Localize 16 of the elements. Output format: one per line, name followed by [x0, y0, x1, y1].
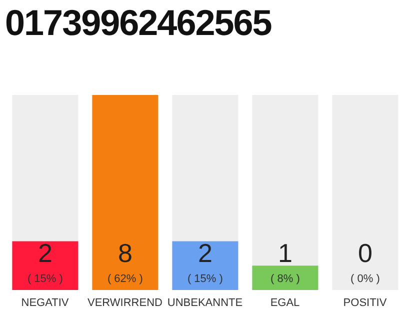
data-label: 0	[358, 238, 372, 268]
annotation: ( 0% )	[350, 273, 380, 285]
annotation: ( 62% )	[107, 273, 143, 285]
x-tick-label: EGAL	[270, 296, 300, 309]
data-label: 8	[118, 238, 132, 268]
x-tick-label: NEGATIV	[21, 296, 70, 309]
data-label: 2	[38, 238, 52, 268]
annotation: ( 8% )	[270, 273, 300, 285]
x-tick-label: VERWIRREND	[88, 296, 163, 309]
x-tick-label: UNBEKANNTE	[167, 296, 243, 309]
data-label: 2	[198, 238, 212, 268]
annotation: ( 15% )	[187, 273, 223, 285]
data-label: 1	[278, 238, 292, 268]
x-tick-label: POSITIV	[343, 296, 388, 309]
annotation: ( 15% )	[27, 273, 63, 285]
chart-title: 01739962462565	[5, 2, 272, 44]
